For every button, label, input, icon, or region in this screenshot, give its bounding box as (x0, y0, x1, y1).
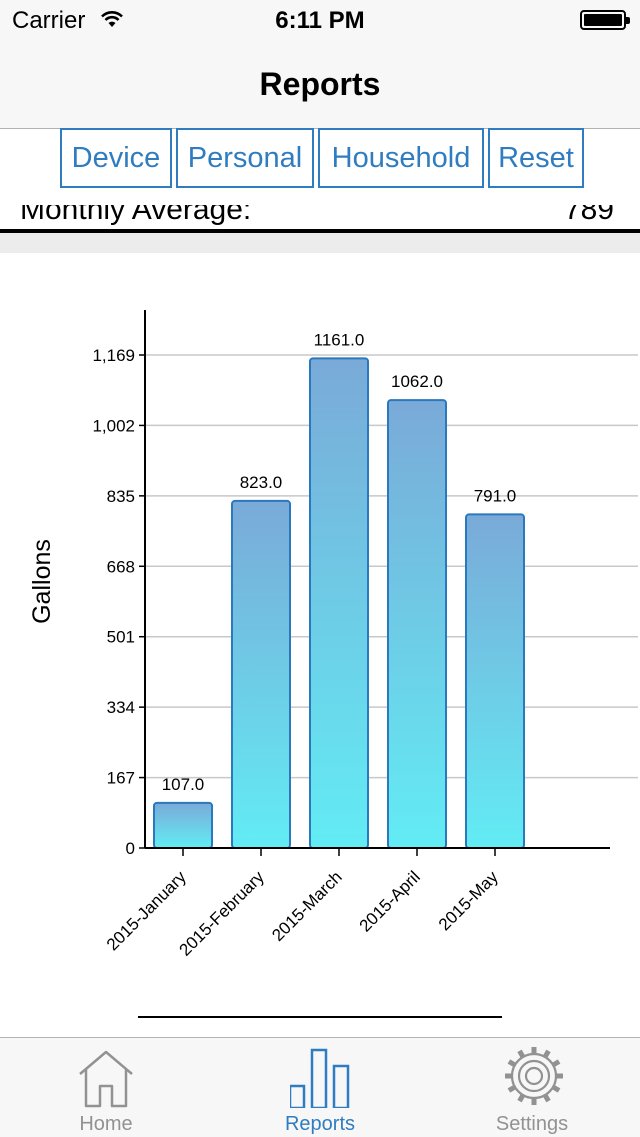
bar (231, 499, 291, 849)
footer-divider (138, 1016, 502, 1018)
device-button[interactable]: Device (60, 128, 172, 188)
household-button[interactable]: Household (318, 128, 484, 188)
bar (465, 513, 525, 849)
y-axis-label: Gallons (28, 539, 56, 624)
status-bar: Carrier 6:11 PM (0, 0, 640, 40)
tab-reports-label: Reports (284, 1113, 356, 1135)
battery-icon (580, 10, 630, 30)
bar-value-label: 1161.0 (314, 330, 365, 349)
clock: 6:11 PM (275, 7, 365, 34)
y-tick-label: 167 (107, 769, 135, 788)
personal-button[interactable]: Personal (176, 128, 314, 188)
bar (387, 399, 447, 850)
tab-reports[interactable]: Reports (240, 1038, 400, 1137)
bar-chart-icon (290, 1048, 350, 1108)
section-separator (0, 233, 640, 253)
bar-value-label: 1062.0 (391, 372, 443, 391)
y-tick-label: 835 (107, 487, 135, 506)
wifi-icon (100, 10, 124, 33)
gear-icon (505, 1047, 563, 1105)
y-tick-label: 668 (107, 557, 135, 576)
bar-value-label: 107.0 (162, 775, 205, 794)
monthly-average-label: Monthly Average: (20, 205, 252, 226)
bar (309, 357, 369, 850)
tab-settings[interactable]: Settings (452, 1038, 612, 1137)
reset-button[interactable]: Reset (488, 128, 584, 188)
tab-home-label: Home (79, 1113, 133, 1135)
y-tick-label: 1,169 (92, 346, 135, 365)
house-icon (79, 1050, 133, 1108)
bar-value-label: 791.0 (474, 486, 517, 505)
y-tick-label: 501 (107, 628, 135, 647)
x-tick-label: 2015-May (435, 867, 502, 934)
tab-settings-label: Settings (495, 1113, 569, 1135)
x-tick-label: 2015-March (268, 867, 346, 945)
y-tick-label: 334 (107, 698, 135, 717)
tab-home[interactable]: Home (26, 1038, 186, 1137)
tab-bar: Home Reports Settings (0, 1037, 640, 1137)
bar (153, 801, 213, 850)
gallons-bar-chart: 0 167 334 501 668 835 1,002 1,169 Gallons 107.0 20… (28, 310, 638, 960)
bar-value-label: 823.0 (240, 473, 283, 492)
y-tick-label: 0 (126, 839, 135, 858)
summary-row: Monthly Average: 789 (0, 205, 640, 229)
monthly-average-value: 789 (563, 205, 614, 226)
carrier-label: Carrier (12, 7, 86, 34)
section-divider (0, 229, 640, 233)
page-title: Reports (259, 66, 381, 102)
x-tick-label: 2015-April (356, 867, 424, 935)
navigation-bar: Reports (0, 40, 640, 129)
x-tick-label: 2015-January (103, 867, 190, 954)
y-tick-label: 1,002 (92, 416, 135, 435)
